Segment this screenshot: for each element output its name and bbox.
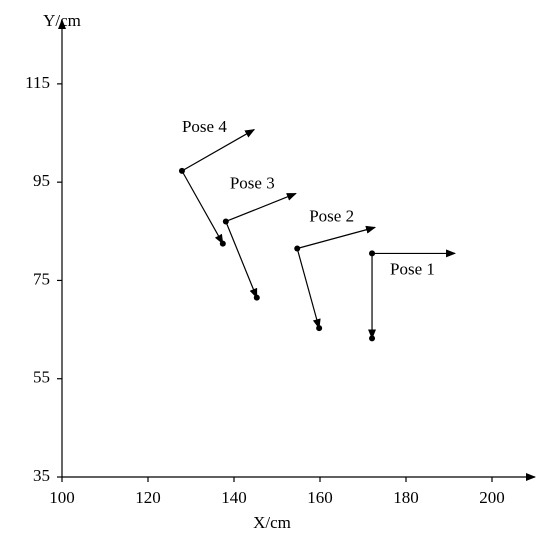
y-tick-label: 35	[33, 466, 50, 485]
x-tick-label: 120	[135, 488, 161, 507]
pose-origin	[369, 250, 376, 257]
pose-end	[369, 335, 376, 342]
pose-label: Pose 4	[182, 117, 227, 136]
x-tick-label: 140	[221, 488, 247, 507]
pose-end	[219, 240, 226, 247]
y-tick-label: 115	[25, 73, 50, 92]
pose-arrow	[225, 221, 258, 299]
y-tick-label: 75	[33, 269, 50, 288]
x-tick-label: 180	[393, 488, 419, 507]
x-tick-label: 100	[49, 488, 75, 507]
pose-origin	[222, 218, 229, 225]
heading-arrow	[297, 225, 377, 250]
x-tick-label: 200	[479, 488, 505, 507]
x-tick-label: 160	[307, 488, 333, 507]
pose-origin	[178, 167, 185, 174]
pose-label: Pose 1	[390, 259, 435, 278]
y-tick-label: 55	[33, 368, 50, 387]
heading-arrow	[225, 192, 297, 223]
heading-arrow	[181, 129, 256, 172]
x-axis-label: X/cm	[253, 513, 291, 532]
pose-origin	[294, 245, 301, 252]
pose-end	[316, 325, 323, 332]
pose-arrow	[181, 170, 224, 245]
pose-label: Pose 2	[309, 206, 354, 225]
pose-label: Pose 3	[230, 173, 275, 192]
y-tick-label: 95	[33, 171, 50, 190]
pose-end	[253, 294, 260, 301]
pose-arrow	[296, 248, 321, 330]
